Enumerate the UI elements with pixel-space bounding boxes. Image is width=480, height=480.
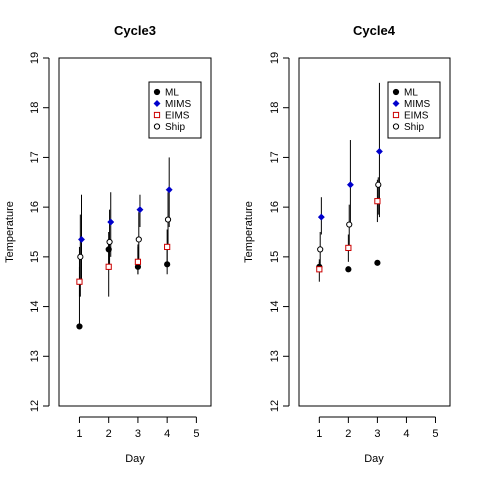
data-point-ship [135, 236, 142, 243]
legend-entry: Ship [165, 122, 185, 133]
chart-title: Cycle4 [353, 23, 396, 38]
data-point-ml [105, 246, 112, 253]
data-point-ship [77, 253, 84, 260]
data-point-mims [136, 206, 144, 214]
data-point-mims [165, 186, 173, 194]
legend-marker [153, 99, 161, 108]
data-point-ml [76, 323, 83, 330]
x-tick-label: 2 [345, 428, 351, 440]
data-point-ship [317, 246, 324, 253]
y-tick-label: 16 [269, 201, 281, 213]
x-tick-label: 1 [76, 428, 82, 440]
data-point-ship [375, 181, 382, 188]
data-point-eims [76, 278, 83, 285]
y-tick-label: 14 [29, 300, 41, 312]
data-point-mims [77, 235, 86, 244]
data-point-eims [164, 243, 171, 251]
data-point-ship [346, 221, 353, 228]
y-axis-label: Temperature [4, 201, 16, 263]
y-tick-label: 13 [269, 350, 281, 362]
legend-entry: EIMS [165, 111, 190, 122]
y-tick-label: 19 [29, 52, 41, 64]
legend-entry: Ship [404, 122, 424, 133]
y-tick-label: 18 [29, 102, 41, 114]
legend-entry: MIMS [404, 99, 430, 110]
legend-entry: ML [165, 88, 179, 99]
x-tick-label: 4 [164, 428, 170, 440]
x-axis-label: Day [125, 453, 145, 465]
data-point-mims [317, 213, 325, 221]
x-tick-label: 3 [135, 428, 141, 440]
legend-marker [392, 123, 400, 130]
data-point-ship [106, 238, 113, 246]
y-tick-label: 12 [269, 400, 281, 412]
data-point-ml [164, 261, 171, 268]
data-point-ship [164, 216, 172, 223]
y-tick-label: 13 [29, 350, 41, 362]
y-tick-label: 19 [269, 52, 281, 64]
legend-marker [153, 123, 161, 130]
legend-marker [392, 111, 400, 119]
legend-entry: MIMS [165, 99, 191, 110]
y-tick-label: 16 [29, 201, 41, 213]
legend-marker [392, 99, 400, 108]
legend-marker [153, 111, 161, 119]
y-tick-label: 18 [269, 102, 281, 114]
legend-entry: ML [404, 88, 418, 99]
y-tick-label: 14 [269, 300, 281, 312]
data-point-eims [105, 263, 112, 270]
y-tick-label: 15 [269, 251, 281, 263]
plot-frame [298, 57, 451, 407]
legend-marker [153, 88, 161, 96]
x-axis-label: Day [364, 453, 384, 465]
legend-marker [392, 88, 400, 96]
x-tick-label: 2 [106, 428, 112, 440]
x-tick-label: 5 [432, 428, 438, 440]
y-tick-label: 15 [29, 251, 41, 263]
data-point-eims [134, 258, 142, 265]
data-point-eims [374, 198, 381, 205]
chart-title: Cycle3 [114, 23, 156, 38]
y-axis-label: Temperature [243, 201, 255, 263]
chart-panel-cycle4: Cycle4 Day Temperature 1 2 3 4 5121314151617… [243, 23, 451, 465]
chart-panel-cycle3: Cycle3 Day Temperature 1 2 3 4 5121314151617… [4, 23, 212, 465]
y-tick-label: 12 [29, 400, 41, 412]
data-point-mims [107, 218, 115, 226]
x-tick-label: 4 [403, 428, 409, 440]
data-point-eims [316, 266, 323, 273]
data-point-mims [346, 181, 354, 189]
x-tick-label: 3 [374, 428, 380, 440]
y-tick-label: 17 [29, 151, 41, 163]
plot-frame [58, 57, 212, 407]
x-tick-label: 5 [193, 428, 199, 440]
y-tick-label: 17 [269, 151, 281, 163]
data-point-mims [375, 147, 383, 156]
legend-entry: EIMS [404, 111, 429, 122]
data-point-eims [345, 244, 352, 252]
data-point-ml [134, 263, 142, 270]
data-point-ml [374, 259, 381, 266]
data-point-ml [345, 266, 352, 273]
x-tick-label: 1 [316, 428, 322, 440]
